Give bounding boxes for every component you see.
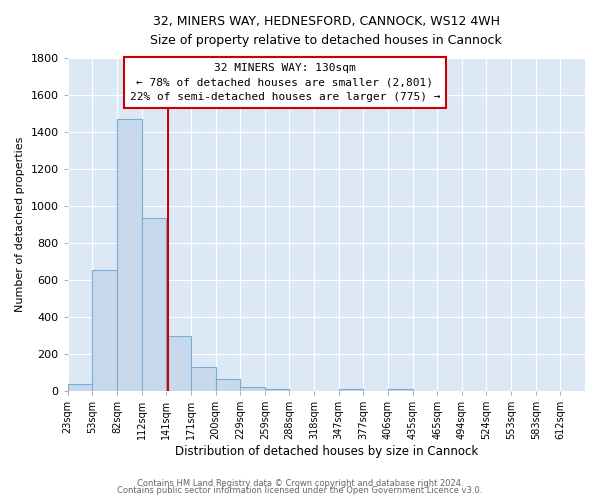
- Text: Contains public sector information licensed under the Open Government Licence v3: Contains public sector information licen…: [118, 486, 482, 495]
- Bar: [240, 387, 265, 390]
- Y-axis label: Number of detached properties: Number of detached properties: [15, 136, 25, 312]
- X-axis label: Distribution of detached houses by size in Cannock: Distribution of detached houses by size …: [175, 444, 478, 458]
- Bar: [388, 388, 413, 390]
- Bar: [265, 388, 289, 390]
- Bar: [338, 388, 364, 390]
- Bar: [215, 378, 240, 390]
- Bar: [191, 366, 215, 390]
- Text: Contains HM Land Registry data © Crown copyright and database right 2024.: Contains HM Land Registry data © Crown c…: [137, 478, 463, 488]
- Bar: [117, 119, 142, 390]
- Bar: [142, 218, 166, 390]
- Bar: [92, 270, 117, 390]
- Bar: [68, 384, 92, 390]
- Bar: [166, 336, 191, 390]
- Text: 32 MINERS WAY: 130sqm
← 78% of detached houses are smaller (2,801)
22% of semi-d: 32 MINERS WAY: 130sqm ← 78% of detached …: [130, 63, 440, 102]
- Title: 32, MINERS WAY, HEDNESFORD, CANNOCK, WS12 4WH
Size of property relative to detac: 32, MINERS WAY, HEDNESFORD, CANNOCK, WS1…: [151, 15, 502, 47]
